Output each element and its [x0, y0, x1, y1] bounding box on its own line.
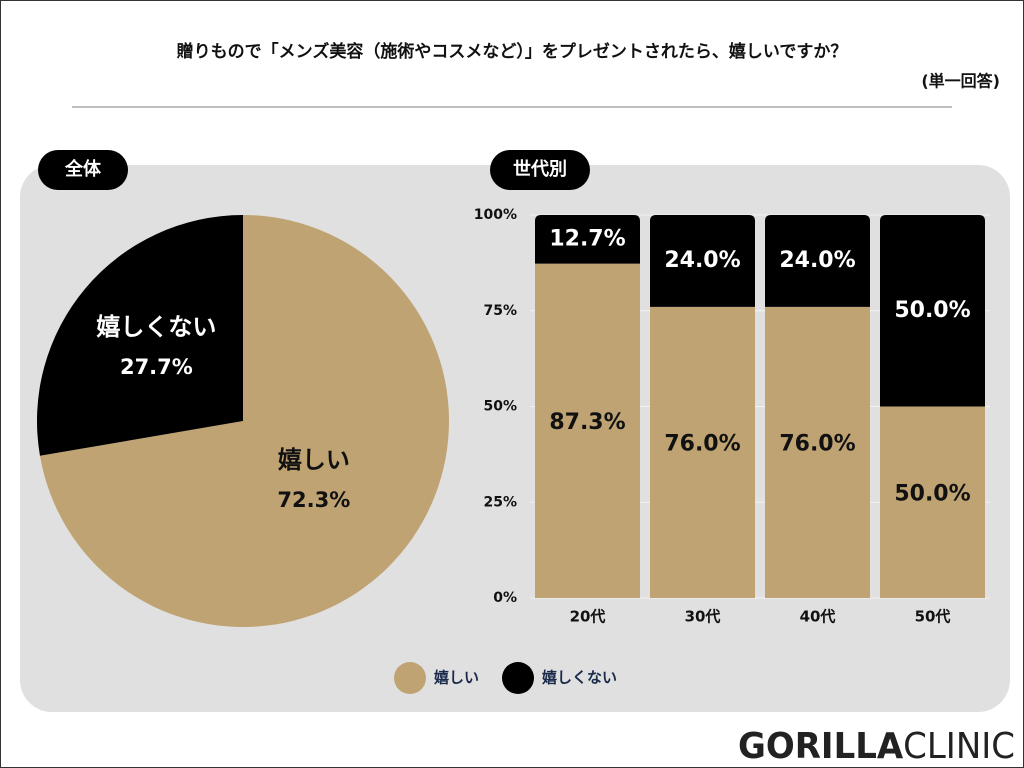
bar-value-label: 24.0% [664, 248, 740, 273]
bar-value-label: 87.3% [549, 410, 625, 435]
x-tick-label: 20代 [570, 608, 606, 626]
bar-value-label: 12.7% [549, 226, 625, 251]
legend-swatch [394, 662, 426, 694]
bar-segment [535, 263, 640, 598]
logo: GORILLACLINIC [738, 726, 1015, 767]
title: 贈りもので「メンズ美容（施術やコスメなど）」をプレゼントされたら、嬉しいですか？ [177, 41, 848, 62]
x-tick-label: 50代 [915, 608, 951, 626]
y-tick-label: 0% [493, 590, 517, 606]
pie-slice [37, 215, 244, 456]
legend-label: 嬉しい [433, 669, 479, 687]
subtitle: (単一回答) [921, 72, 1000, 91]
section-pill [490, 150, 590, 190]
y-tick-label: 50% [483, 399, 517, 415]
bar-segment [650, 215, 755, 307]
y-tick-label: 75% [483, 303, 517, 319]
legend-label: 嬉しくない [541, 669, 617, 687]
section-label: 世代別 [513, 159, 567, 180]
slice-value-label: 27.7% [120, 355, 193, 379]
bar-value-label: 76.0% [779, 431, 855, 456]
bar-segment [650, 306, 755, 598]
slice-label: 嬉しくない [96, 313, 216, 341]
y-tick-label: 100% [474, 207, 517, 223]
y-tick-label: 25% [483, 494, 517, 510]
bar-value-label: 24.0% [779, 248, 855, 273]
section-label: 全体 [64, 158, 102, 180]
bar-segment [535, 215, 640, 264]
pie-slice [39, 215, 449, 628]
x-tick-label: 30代 [685, 608, 721, 626]
bar-segment [765, 306, 870, 598]
legend-swatch [502, 662, 534, 694]
bar-segment [880, 215, 985, 407]
slice-value-label: 72.3% [277, 488, 350, 512]
slice-label: 嬉しい [278, 446, 350, 474]
bar-value-label: 50.0% [894, 298, 970, 323]
bar-value-label: 76.0% [664, 431, 740, 456]
x-tick-label: 40代 [800, 608, 836, 626]
bar-segment [880, 406, 985, 598]
bar-value-label: 50.0% [894, 481, 970, 506]
section-pill [38, 150, 128, 190]
logo-bold: GORILLA [738, 726, 903, 767]
logo-light: CLINIC [903, 726, 1015, 767]
bar-segment [765, 215, 870, 307]
